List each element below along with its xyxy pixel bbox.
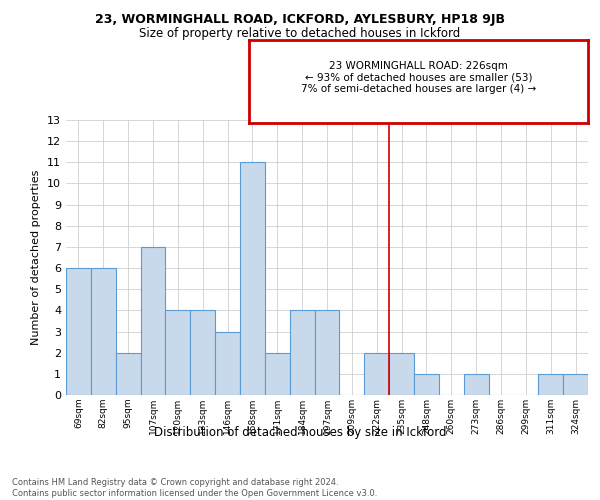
Y-axis label: Number of detached properties: Number of detached properties — [31, 170, 41, 345]
Bar — [290, 310, 314, 395]
Bar — [166, 310, 190, 395]
Text: Distribution of detached houses by size in Ickford: Distribution of detached houses by size … — [154, 426, 446, 439]
Bar — [140, 247, 166, 395]
Bar — [464, 374, 488, 395]
Bar — [364, 352, 389, 395]
Bar — [265, 352, 290, 395]
Bar — [66, 268, 91, 395]
Bar — [314, 310, 340, 395]
Bar — [563, 374, 588, 395]
Bar — [414, 374, 439, 395]
Text: 23 WORMINGHALL ROAD: 226sqm
← 93% of detached houses are smaller (53)
7% of semi: 23 WORMINGHALL ROAD: 226sqm ← 93% of det… — [301, 60, 536, 94]
Bar — [91, 268, 116, 395]
Text: Size of property relative to detached houses in Ickford: Size of property relative to detached ho… — [139, 28, 461, 40]
Bar — [389, 352, 414, 395]
Bar — [538, 374, 563, 395]
Text: 23, WORMINGHALL ROAD, ICKFORD, AYLESBURY, HP18 9JB: 23, WORMINGHALL ROAD, ICKFORD, AYLESBURY… — [95, 12, 505, 26]
Bar — [116, 352, 140, 395]
Bar — [190, 310, 215, 395]
Text: Contains HM Land Registry data © Crown copyright and database right 2024.
Contai: Contains HM Land Registry data © Crown c… — [12, 478, 377, 498]
Bar — [240, 162, 265, 395]
Bar — [215, 332, 240, 395]
